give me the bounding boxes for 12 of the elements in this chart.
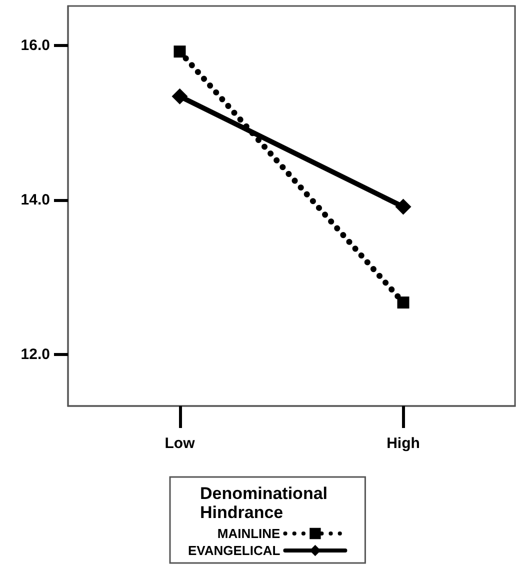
x-tick-label: Low xyxy=(164,435,196,452)
legend-title: Denominational Hindrance xyxy=(200,484,332,522)
y-tick-label: 12.0 xyxy=(20,346,50,363)
point xyxy=(397,296,410,309)
y-tick-label: 16.0 xyxy=(20,36,50,54)
legend-label: MAINLINE xyxy=(217,526,281,541)
point xyxy=(172,88,188,104)
y-tick-label: 14.0 xyxy=(20,191,50,208)
point xyxy=(395,198,412,215)
legend-label: EVANGELICAL xyxy=(188,543,280,558)
point xyxy=(174,46,186,58)
x-tick-label: High xyxy=(386,435,420,452)
